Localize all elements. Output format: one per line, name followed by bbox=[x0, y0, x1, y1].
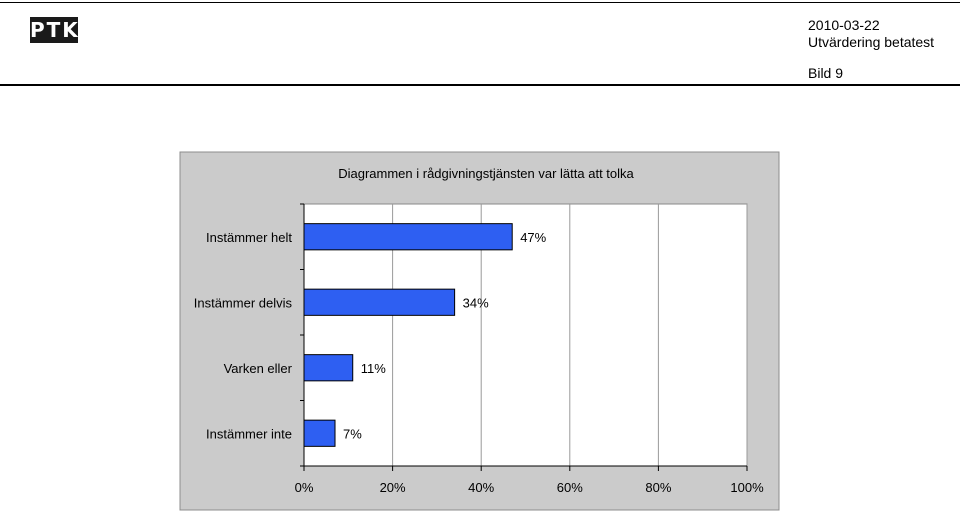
chart-title: Diagrammen i rådgivningstjänsten var lät… bbox=[338, 166, 634, 181]
x-tick-label: 0% bbox=[295, 480, 314, 495]
data-label: 47% bbox=[520, 230, 546, 245]
bar bbox=[303, 419, 336, 447]
header-divider bbox=[0, 84, 960, 86]
x-tick-label: 40% bbox=[468, 480, 494, 495]
x-tick-label: 100% bbox=[730, 480, 764, 495]
labels: 0% 20% 40% 60% 80% 100% Instämmer helt 47% Instä… bbox=[194, 230, 764, 495]
category-label: Varken eller bbox=[224, 361, 293, 376]
category-label: Instämmer delvis bbox=[194, 295, 293, 310]
data-label: 11% bbox=[361, 361, 386, 376]
axis-ticks bbox=[300, 203, 748, 471]
x-tick-label: 60% bbox=[557, 480, 583, 495]
data-label: 7% bbox=[343, 426, 362, 441]
ptk-logo: PTK bbox=[30, 17, 80, 43]
x-tick-label: 20% bbox=[380, 480, 406, 495]
bar bbox=[303, 354, 354, 382]
header-date: 2010-03-22 bbox=[808, 17, 880, 33]
bar bbox=[303, 223, 513, 251]
data-label: 34% bbox=[463, 295, 489, 310]
top-border bbox=[0, 2, 960, 3]
slide-number: Bild 9 bbox=[808, 65, 844, 81]
category-label: Instämmer helt bbox=[206, 230, 292, 245]
bar bbox=[303, 288, 456, 316]
bars bbox=[303, 223, 513, 447]
header-subtitle: Utvärdering betatest bbox=[808, 34, 935, 50]
x-tick-label: 80% bbox=[645, 480, 671, 495]
category-label: Instämmer inte bbox=[206, 426, 292, 441]
